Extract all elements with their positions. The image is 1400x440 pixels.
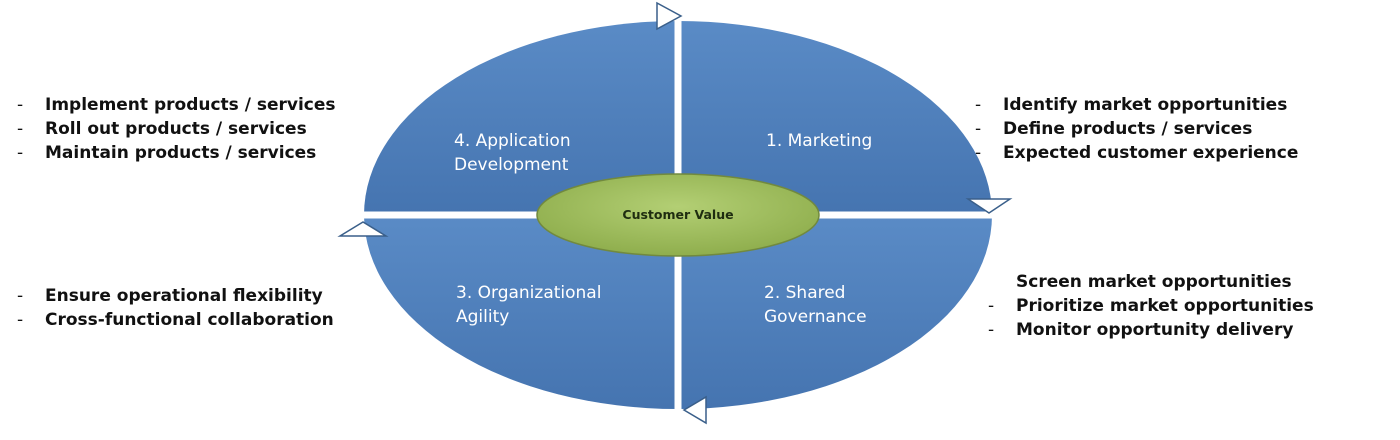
- list-governance-activities: Screen market opportunities - Prioritize …: [988, 270, 1314, 342]
- list-item: - Implement products / services: [17, 95, 336, 115]
- cycle-arrows: [337, 1, 1013, 425]
- quadrant-agility-label-line2: Agility: [456, 307, 509, 327]
- list-item: - Prioritize market opportunities: [988, 296, 1314, 316]
- arrow-bottom-left-icon: [682, 395, 707, 425]
- list-appdev-activities: - Implement products / services - Roll out…: [17, 93, 336, 165]
- quadrant-agility-label-line1: 3. Organizational: [456, 283, 601, 303]
- quadrant-appdev-label-line2: Development: [454, 155, 569, 175]
- list-item: - Identify market opportunities: [975, 95, 1288, 115]
- list-agility-activities: - Ensure operational flexibility - Cross-f…: [17, 284, 334, 332]
- list-item: - Ensure operational flexibility: [17, 286, 323, 306]
- customer-value-label: Customer Value: [622, 207, 733, 222]
- quadrant-marketing-label: 1. Marketing: [766, 131, 872, 151]
- list-item: - Roll out products / services: [17, 119, 307, 139]
- list-item: - Expected customer experience: [975, 143, 1299, 163]
- list-marketing-activities: - Identify market opportunities - Define p…: [975, 93, 1298, 165]
- list-item: Screen market opportunities: [1016, 272, 1292, 292]
- list-item: - Define products / services: [975, 119, 1253, 139]
- customer-value-ellipse: [536, 173, 820, 257]
- arrow-left-up-icon: [337, 221, 389, 237]
- list-item: - Maintain products / services: [17, 143, 317, 163]
- list-item: - Cross-functional collaboration: [17, 310, 334, 330]
- arrow-top-right-icon: [656, 1, 683, 31]
- quadrant-shapes: [364, 21, 992, 409]
- quadrant-marketing-shape: [678, 21, 992, 215]
- quadrant-agility-shape: [364, 215, 678, 409]
- quadrant-governance-shape: [678, 215, 992, 409]
- quadrant-governance-label-line2: Governance: [764, 307, 867, 327]
- list-item: - Monitor opportunity delivery: [988, 320, 1294, 340]
- arrow-right-down-icon: [965, 198, 1013, 214]
- quadrant-appdev-shape: [364, 21, 678, 215]
- quadrant-appdev-label-line1: 4. Application: [454, 131, 571, 151]
- quadrant-governance-label-line1: 2. Shared: [764, 283, 845, 303]
